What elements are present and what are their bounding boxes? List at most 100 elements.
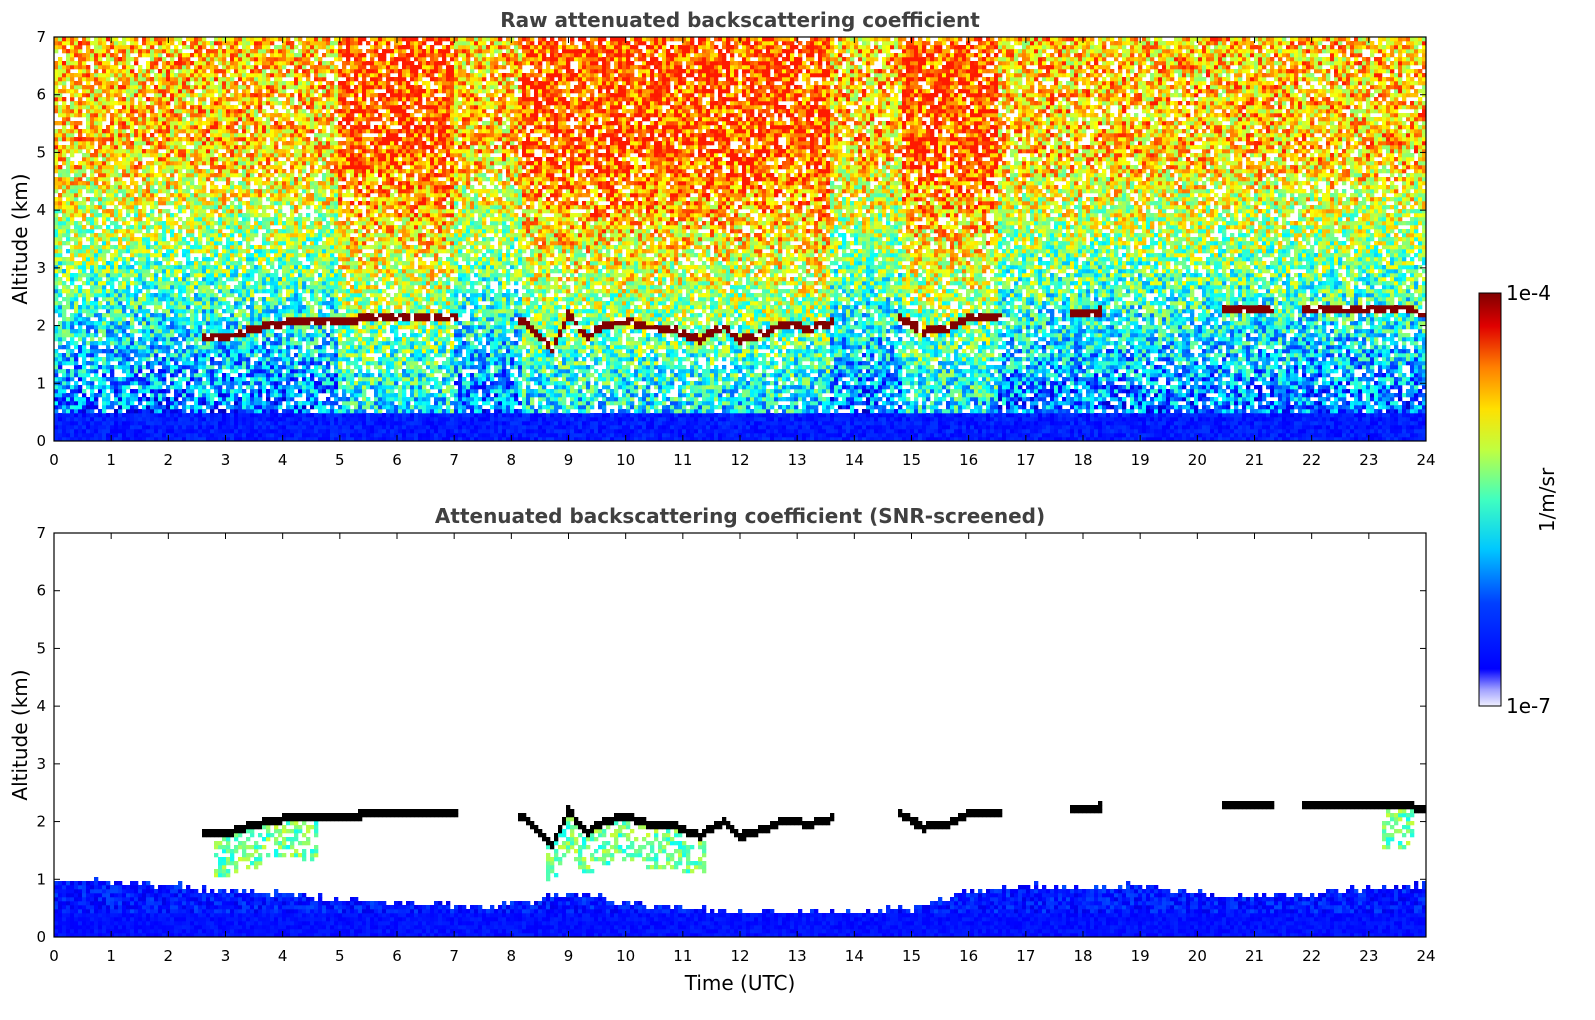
heat-cell bbox=[90, 101, 95, 106]
heat-cell bbox=[146, 253, 151, 258]
heat-cell bbox=[258, 85, 263, 90]
heat-cell bbox=[62, 289, 67, 294]
heat-cell bbox=[146, 69, 151, 74]
heat-cell bbox=[146, 233, 151, 238]
heat-cell bbox=[262, 257, 267, 262]
heat-cell bbox=[238, 221, 243, 226]
heat-cell bbox=[266, 45, 271, 50]
heat-cell bbox=[198, 261, 203, 266]
heat-cell bbox=[110, 165, 115, 170]
heat-cell bbox=[146, 397, 151, 402]
heat-cell bbox=[150, 209, 155, 214]
heat-cell bbox=[214, 389, 219, 394]
heat-cell bbox=[206, 149, 211, 154]
heat-cell bbox=[278, 45, 283, 50]
heat-cell bbox=[194, 73, 199, 78]
heat-cell bbox=[194, 201, 199, 206]
heat-cell bbox=[242, 73, 247, 78]
heat-cell bbox=[202, 301, 207, 306]
heat-cell bbox=[90, 249, 95, 254]
heat-cell bbox=[254, 121, 259, 126]
heat-cell bbox=[86, 333, 91, 338]
heat-cell bbox=[102, 429, 107, 434]
heat-cell bbox=[282, 349, 287, 354]
heat-cell bbox=[242, 405, 247, 410]
heat-cell bbox=[150, 193, 155, 198]
heat-cell bbox=[82, 265, 87, 270]
heat-cell bbox=[138, 309, 143, 314]
heat-cell bbox=[242, 201, 247, 206]
heat-cell bbox=[142, 153, 147, 158]
heat-cell bbox=[234, 209, 239, 214]
heat-cell bbox=[138, 273, 143, 278]
heat-cell bbox=[62, 201, 67, 206]
heat-cell bbox=[206, 373, 211, 378]
heat-cell bbox=[174, 285, 179, 290]
heat-cell bbox=[206, 73, 211, 78]
heat-cell bbox=[150, 77, 155, 82]
heat-cell bbox=[122, 269, 127, 274]
heat-cell bbox=[266, 269, 271, 274]
heat-cell bbox=[218, 37, 223, 42]
heat-cell bbox=[250, 333, 255, 338]
heat-cell bbox=[110, 133, 115, 138]
heat-cell bbox=[226, 437, 231, 442]
heat-cell bbox=[138, 85, 143, 90]
heat-cell bbox=[178, 185, 183, 190]
heat-cell bbox=[70, 361, 75, 366]
heat-cell bbox=[270, 309, 275, 314]
heat-cell bbox=[54, 257, 59, 262]
heat-cell bbox=[70, 349, 75, 354]
heat-cell bbox=[82, 361, 87, 366]
heat-cell bbox=[98, 57, 103, 62]
heat-cell bbox=[142, 89, 147, 94]
heat-cell bbox=[182, 81, 187, 86]
heat-cell bbox=[210, 81, 215, 86]
heat-cell bbox=[262, 253, 267, 258]
heat-cell bbox=[146, 373, 151, 378]
heat-cell bbox=[226, 217, 231, 222]
heat-cell bbox=[182, 401, 187, 406]
heat-cell bbox=[78, 113, 83, 118]
heat-cell bbox=[70, 413, 75, 418]
heat-cell bbox=[222, 281, 227, 286]
heat-cell bbox=[58, 65, 63, 70]
heat-cell bbox=[270, 329, 275, 334]
heat-cell bbox=[70, 129, 75, 134]
heat-cell bbox=[194, 417, 199, 422]
heat-cell bbox=[250, 141, 255, 146]
heat-cell bbox=[170, 97, 175, 102]
heat-cell bbox=[110, 425, 115, 430]
heat-cell bbox=[254, 177, 259, 182]
heat-cell bbox=[154, 37, 159, 42]
heat-cell bbox=[266, 317, 271, 322]
heat-cell bbox=[190, 425, 195, 430]
heat-cell bbox=[206, 125, 211, 130]
heat-cell bbox=[154, 137, 159, 142]
heat-cell bbox=[118, 149, 123, 154]
heat-cell bbox=[258, 345, 263, 350]
heat-cell bbox=[62, 397, 67, 402]
heat-cell bbox=[230, 437, 235, 442]
heat-cell bbox=[114, 69, 119, 74]
heat-cell bbox=[90, 125, 95, 130]
heat-cell bbox=[234, 361, 239, 366]
heat-cell bbox=[234, 437, 239, 442]
heat-cell bbox=[54, 309, 59, 314]
heat-cell bbox=[234, 317, 239, 322]
heat-cell bbox=[94, 97, 99, 102]
heat-cell bbox=[130, 333, 135, 338]
heat-cell bbox=[106, 361, 111, 366]
heat-cell bbox=[54, 213, 59, 218]
heat-cell bbox=[130, 273, 135, 278]
heat-cell bbox=[194, 293, 199, 298]
heat-cell bbox=[122, 321, 127, 326]
heat-cell bbox=[174, 185, 179, 190]
heat-cell bbox=[138, 433, 143, 438]
heat-cell bbox=[174, 433, 179, 438]
heat-cell bbox=[106, 137, 111, 142]
heat-cell bbox=[258, 37, 263, 42]
heat-cell bbox=[130, 201, 135, 206]
heat-cell bbox=[158, 421, 163, 426]
heat-cell bbox=[242, 177, 247, 182]
